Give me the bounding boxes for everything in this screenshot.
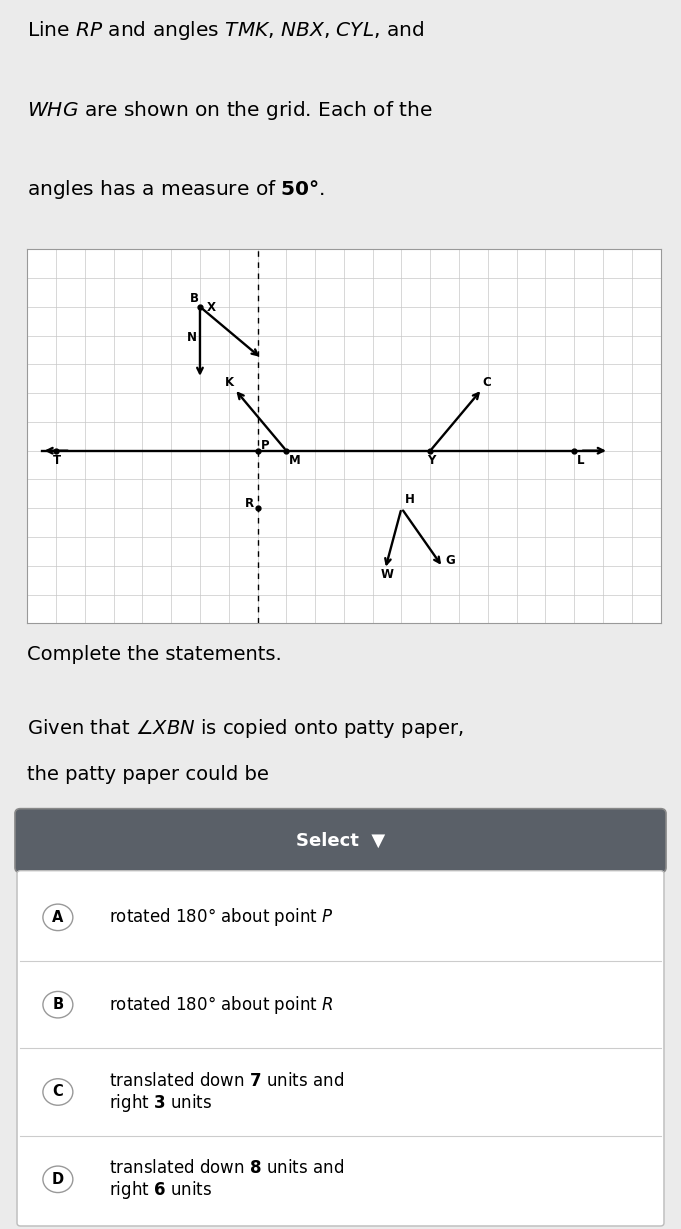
Text: P: P xyxy=(261,439,270,452)
Text: Complete the statements.: Complete the statements. xyxy=(27,645,282,664)
Text: rotated $180°$ about point $\mathit{R}$: rotated $180°$ about point $\mathit{R}$ xyxy=(109,994,334,1015)
Text: translated down $\mathbf{7}$ units and: translated down $\mathbf{7}$ units and xyxy=(109,1072,344,1090)
Text: translated down $\mathbf{8}$ units and: translated down $\mathbf{8}$ units and xyxy=(109,1159,344,1177)
Text: M: M xyxy=(289,454,301,467)
Text: N: N xyxy=(187,332,197,344)
Text: Given that $\angle\mathit{XBN}$ is copied onto patty paper,: Given that $\angle\mathit{XBN}$ is copie… xyxy=(27,717,464,740)
Text: W: W xyxy=(381,568,394,581)
Text: rotated $180°$ about point $\mathit{P}$: rotated $180°$ about point $\mathit{P}$ xyxy=(109,906,334,928)
Text: Y: Y xyxy=(428,454,436,467)
Text: H: H xyxy=(405,493,415,505)
Text: K: K xyxy=(225,376,234,390)
Text: right $\mathbf{3}$ units: right $\mathbf{3}$ units xyxy=(109,1091,212,1113)
Text: X: X xyxy=(207,301,216,315)
Text: Select  ▼: Select ▼ xyxy=(296,832,385,849)
Text: A: A xyxy=(52,909,63,925)
Text: C: C xyxy=(52,1084,63,1100)
FancyBboxPatch shape xyxy=(17,870,664,1227)
Text: B: B xyxy=(190,293,199,306)
Text: Line $\mathbf{\mathit{RP}}$ and angles $\mathbf{\mathit{TMK}}$, $\mathbf{\mathit: Line $\mathbf{\mathit{RP}}$ and angles $… xyxy=(27,20,424,42)
Text: the patty paper could be: the patty paper could be xyxy=(27,766,269,784)
FancyBboxPatch shape xyxy=(15,809,666,873)
Text: G: G xyxy=(445,554,456,568)
Text: R: R xyxy=(244,497,254,510)
Text: D: D xyxy=(52,1171,64,1187)
Text: B: B xyxy=(52,997,63,1013)
Text: L: L xyxy=(577,454,584,467)
Text: $\mathbf{\mathit{WHG}}$ are shown on the grid. Each of the: $\mathbf{\mathit{WHG}}$ are shown on the… xyxy=(27,98,432,122)
Text: C: C xyxy=(482,376,491,390)
Text: T: T xyxy=(53,454,61,467)
Text: angles has a measure of $\mathbf{50°}$.: angles has a measure of $\mathbf{50°}$. xyxy=(27,178,325,202)
Text: right $\mathbf{6}$ units: right $\mathbf{6}$ units xyxy=(109,1179,212,1201)
